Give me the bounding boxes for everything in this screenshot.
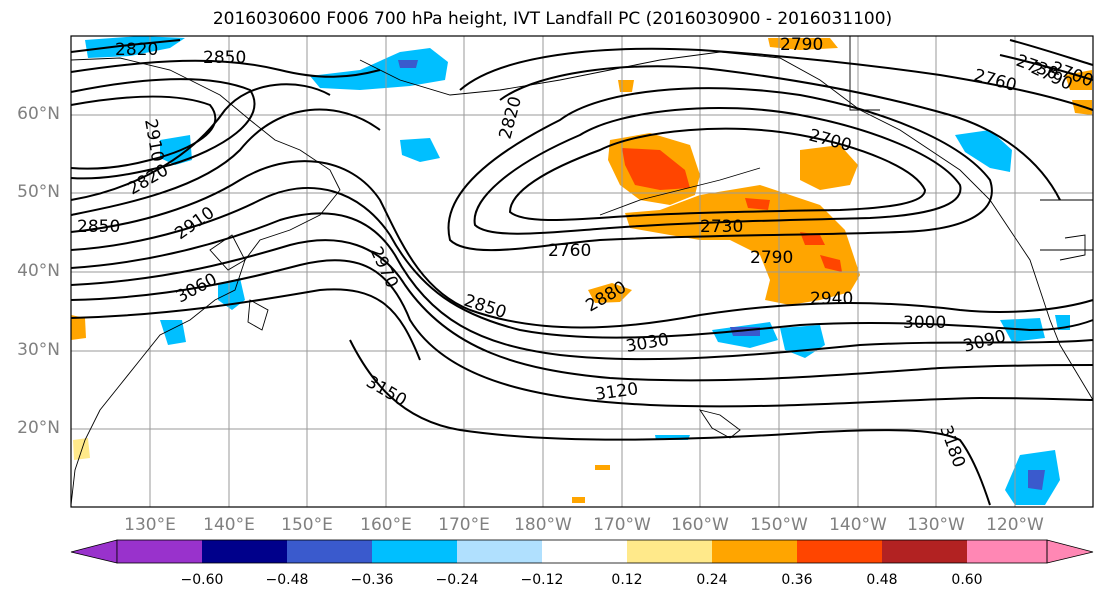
- colorbar-segment: [372, 540, 457, 563]
- contour-label: 2760: [548, 241, 591, 261]
- lon-label: 180°W: [514, 515, 572, 535]
- ivt-strong-negative-region: [1028, 470, 1045, 490]
- contour-label: 2730: [700, 217, 743, 237]
- ivt-shading: [71, 36, 1092, 505]
- colorbar-tick-label: −0.48: [265, 572, 309, 588]
- colorbar-segment: [287, 540, 372, 563]
- lon-label: 150°W: [750, 515, 808, 535]
- colorbar-tick-label: 0.60: [951, 572, 983, 588]
- lon-label: 130°W: [907, 515, 965, 535]
- lon-label: 170°W: [593, 515, 651, 535]
- ivt-positive-region: [625, 185, 860, 305]
- colorbar-tick-label: 0.36: [781, 572, 813, 588]
- contour-label: 2790: [750, 248, 793, 268]
- colorbar-high-extension: [1046, 539, 1094, 564]
- lat-label: 40°N: [17, 261, 60, 281]
- ivt-strong-positive-region: [820, 255, 842, 272]
- lon-label: 140°E: [203, 515, 255, 535]
- ivt-negative-region: [400, 138, 440, 162]
- ivt-positive-region: [618, 80, 634, 92]
- ivt-positive-region: [588, 283, 632, 303]
- ivt-positive-region: [1065, 70, 1092, 90]
- lon-label: 130°E: [124, 515, 176, 535]
- colorbar-segment: [627, 540, 712, 563]
- map-frame: [70, 35, 1094, 508]
- lon-label: 140°W: [829, 515, 887, 535]
- colorbar-segment: [882, 540, 967, 563]
- contour-label: 2940: [810, 289, 853, 309]
- contour-label: 2820: [115, 40, 158, 60]
- colorbar-segment: [457, 540, 542, 563]
- contour-label: 2790: [780, 35, 823, 55]
- lon-label: 120°W: [986, 515, 1044, 535]
- ivt-positive-region: [800, 145, 858, 190]
- ivt-negative-region: [218, 278, 245, 310]
- colorbar-tick-label: −0.24: [435, 572, 479, 588]
- contour-label: 2850: [77, 217, 120, 237]
- colorbar-segment: [712, 540, 797, 563]
- ivt-negative-region: [160, 135, 192, 165]
- colorbar-tick-label: 0.24: [696, 572, 728, 588]
- colorbar-segment: [202, 540, 287, 563]
- lat-label: 60°N: [17, 104, 60, 124]
- colorbar: [70, 539, 1094, 564]
- colorbar-tick-label: 0.48: [866, 572, 898, 588]
- lat-label: 30°N: [17, 340, 60, 360]
- lon-label: 170°E: [438, 515, 490, 535]
- lon-label: 160°E: [360, 515, 412, 535]
- ivt-strong-positive-region: [745, 198, 770, 210]
- lon-label: 160°W: [671, 515, 729, 535]
- ivt-strong-positive-region: [622, 148, 690, 190]
- ivt-positive-region: [572, 497, 585, 503]
- ivt-strong-negative-region: [398, 60, 418, 68]
- colorbar-tick-label: −0.36: [350, 572, 394, 588]
- colorbar-segment: [967, 540, 1047, 563]
- colorbar-low-extension: [70, 539, 118, 564]
- ivt-negative-region: [160, 320, 186, 345]
- colorbar-segment: [797, 540, 882, 563]
- colorbar-tick-label: 0.12: [611, 572, 643, 588]
- ivt-negative-region: [955, 130, 1012, 172]
- colorbar-tick-label: −0.12: [520, 572, 564, 588]
- lat-label: 50°N: [17, 182, 60, 202]
- colorbar-tick-label: −0.60: [180, 572, 224, 588]
- ivt-positive-region: [71, 315, 86, 340]
- contour-label: 3000: [903, 313, 946, 333]
- colorbar-segment: [117, 540, 202, 563]
- ivt-positive-region: [1072, 100, 1092, 115]
- contour-label: 2850: [203, 48, 246, 68]
- colorbar-segment: [542, 540, 627, 563]
- graticule: [71, 36, 1093, 507]
- ivt-positive-region: [768, 38, 838, 50]
- figure-title: 2016030600 F006 700 hPa height, IVT Land…: [212, 9, 893, 29]
- lon-label: 150°E: [281, 515, 333, 535]
- ivt-positive-region: [595, 465, 610, 470]
- height-contours: [70, 39, 1094, 506]
- ivt-positive-region: [73, 438, 90, 460]
- lat-label: 20°N: [17, 418, 60, 438]
